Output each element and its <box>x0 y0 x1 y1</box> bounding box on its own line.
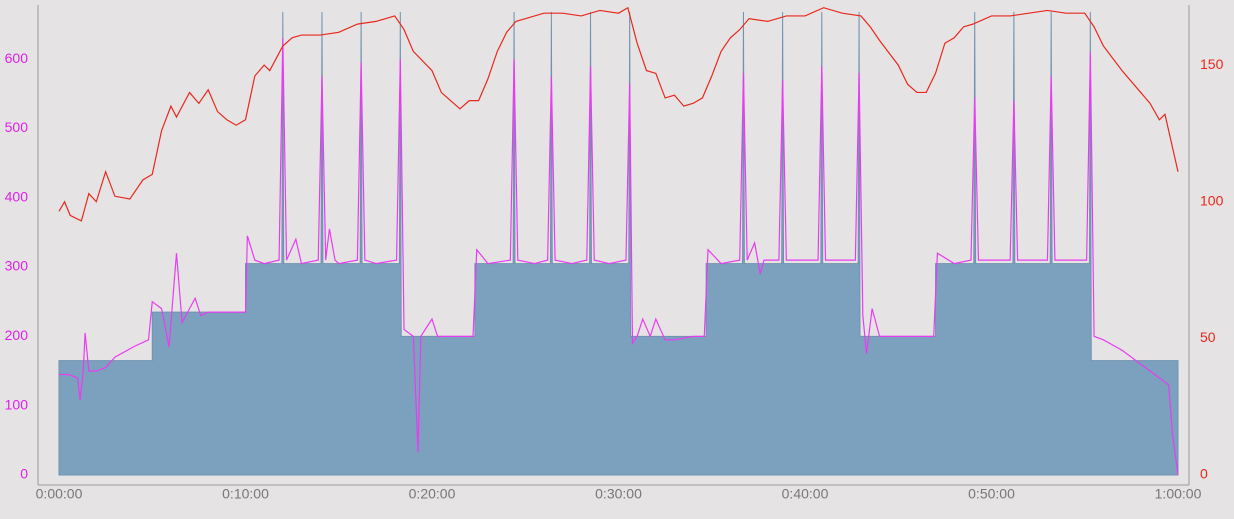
y-tick-label: 100 <box>5 396 29 412</box>
x-tick-label: 0:50:00 <box>968 486 1015 502</box>
x-tick-label: 1:00:00 <box>1155 486 1202 502</box>
y2-tick-label: 0 <box>1200 466 1208 482</box>
y-tick-label: 300 <box>5 258 29 274</box>
y2-tick-label: 50 <box>1200 329 1216 345</box>
y-tick-label: 0 <box>20 466 28 482</box>
series-line <box>59 38 1179 476</box>
y-tick-label: 200 <box>5 327 29 343</box>
y-tick-label: 500 <box>5 119 29 135</box>
y2-tick-label: 150 <box>1200 56 1224 72</box>
series-line <box>58 6 1179 222</box>
x-tick-label: 0:00:00 <box>36 486 83 502</box>
y-tick-label: 600 <box>5 50 29 66</box>
y2-tick-label: 100 <box>1200 192 1224 208</box>
x-tick-label: 0:20:00 <box>409 486 456 502</box>
x-tick-label: 0:30:00 <box>595 486 642 502</box>
x-tick-label: 0:40:00 <box>782 486 829 502</box>
y-tick-label: 400 <box>5 188 29 204</box>
x-tick-label: 0:10:00 <box>222 486 269 502</box>
